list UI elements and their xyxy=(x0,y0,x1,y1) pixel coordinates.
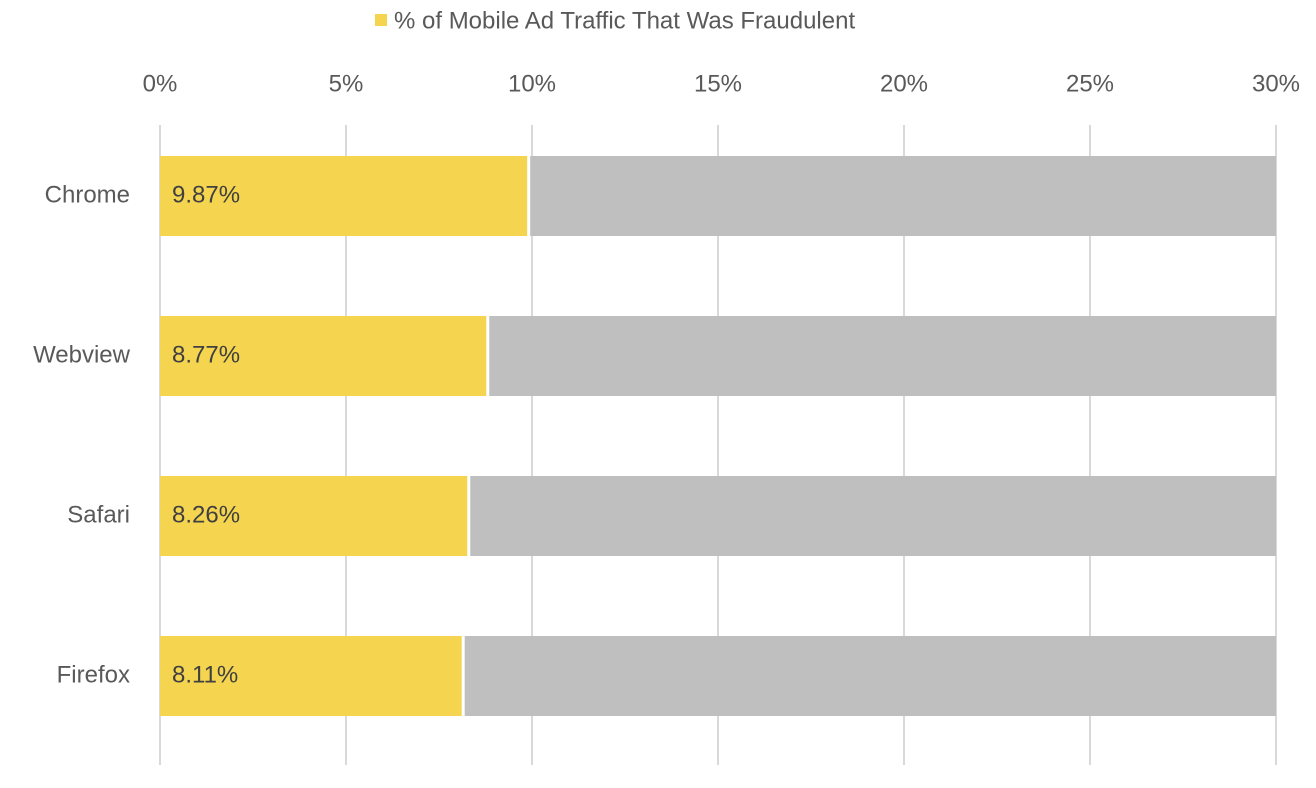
data-label: 9.87% xyxy=(172,181,240,208)
y-tick-label: Webview xyxy=(33,341,131,368)
y-tick-label: Chrome xyxy=(45,181,130,208)
x-tick-label: 25% xyxy=(1066,70,1114,97)
data-label: 8.77% xyxy=(172,341,240,368)
data-label: 8.11% xyxy=(172,661,238,688)
y-tick-label: Safari xyxy=(67,501,130,528)
x-tick-label: 15% xyxy=(694,70,742,97)
bar xyxy=(160,156,528,236)
legend-swatch xyxy=(375,14,387,26)
x-tick-label: 0% xyxy=(143,70,178,97)
legend-label: % of Mobile Ad Traffic That Was Fraudule… xyxy=(394,7,855,34)
bar-track xyxy=(464,636,1276,716)
bar-track xyxy=(530,156,1276,236)
data-label: 8.26% xyxy=(172,501,240,528)
bar-track xyxy=(489,316,1276,396)
bar xyxy=(160,476,468,556)
x-tick-label: 5% xyxy=(329,70,364,97)
bar-track xyxy=(470,476,1277,556)
bar xyxy=(160,636,462,716)
bar xyxy=(160,316,487,396)
x-tick-label: 20% xyxy=(880,70,928,97)
x-tick-label: 10% xyxy=(508,70,556,97)
y-tick-label: Firefox xyxy=(57,661,130,688)
x-tick-label: 30% xyxy=(1252,70,1300,97)
